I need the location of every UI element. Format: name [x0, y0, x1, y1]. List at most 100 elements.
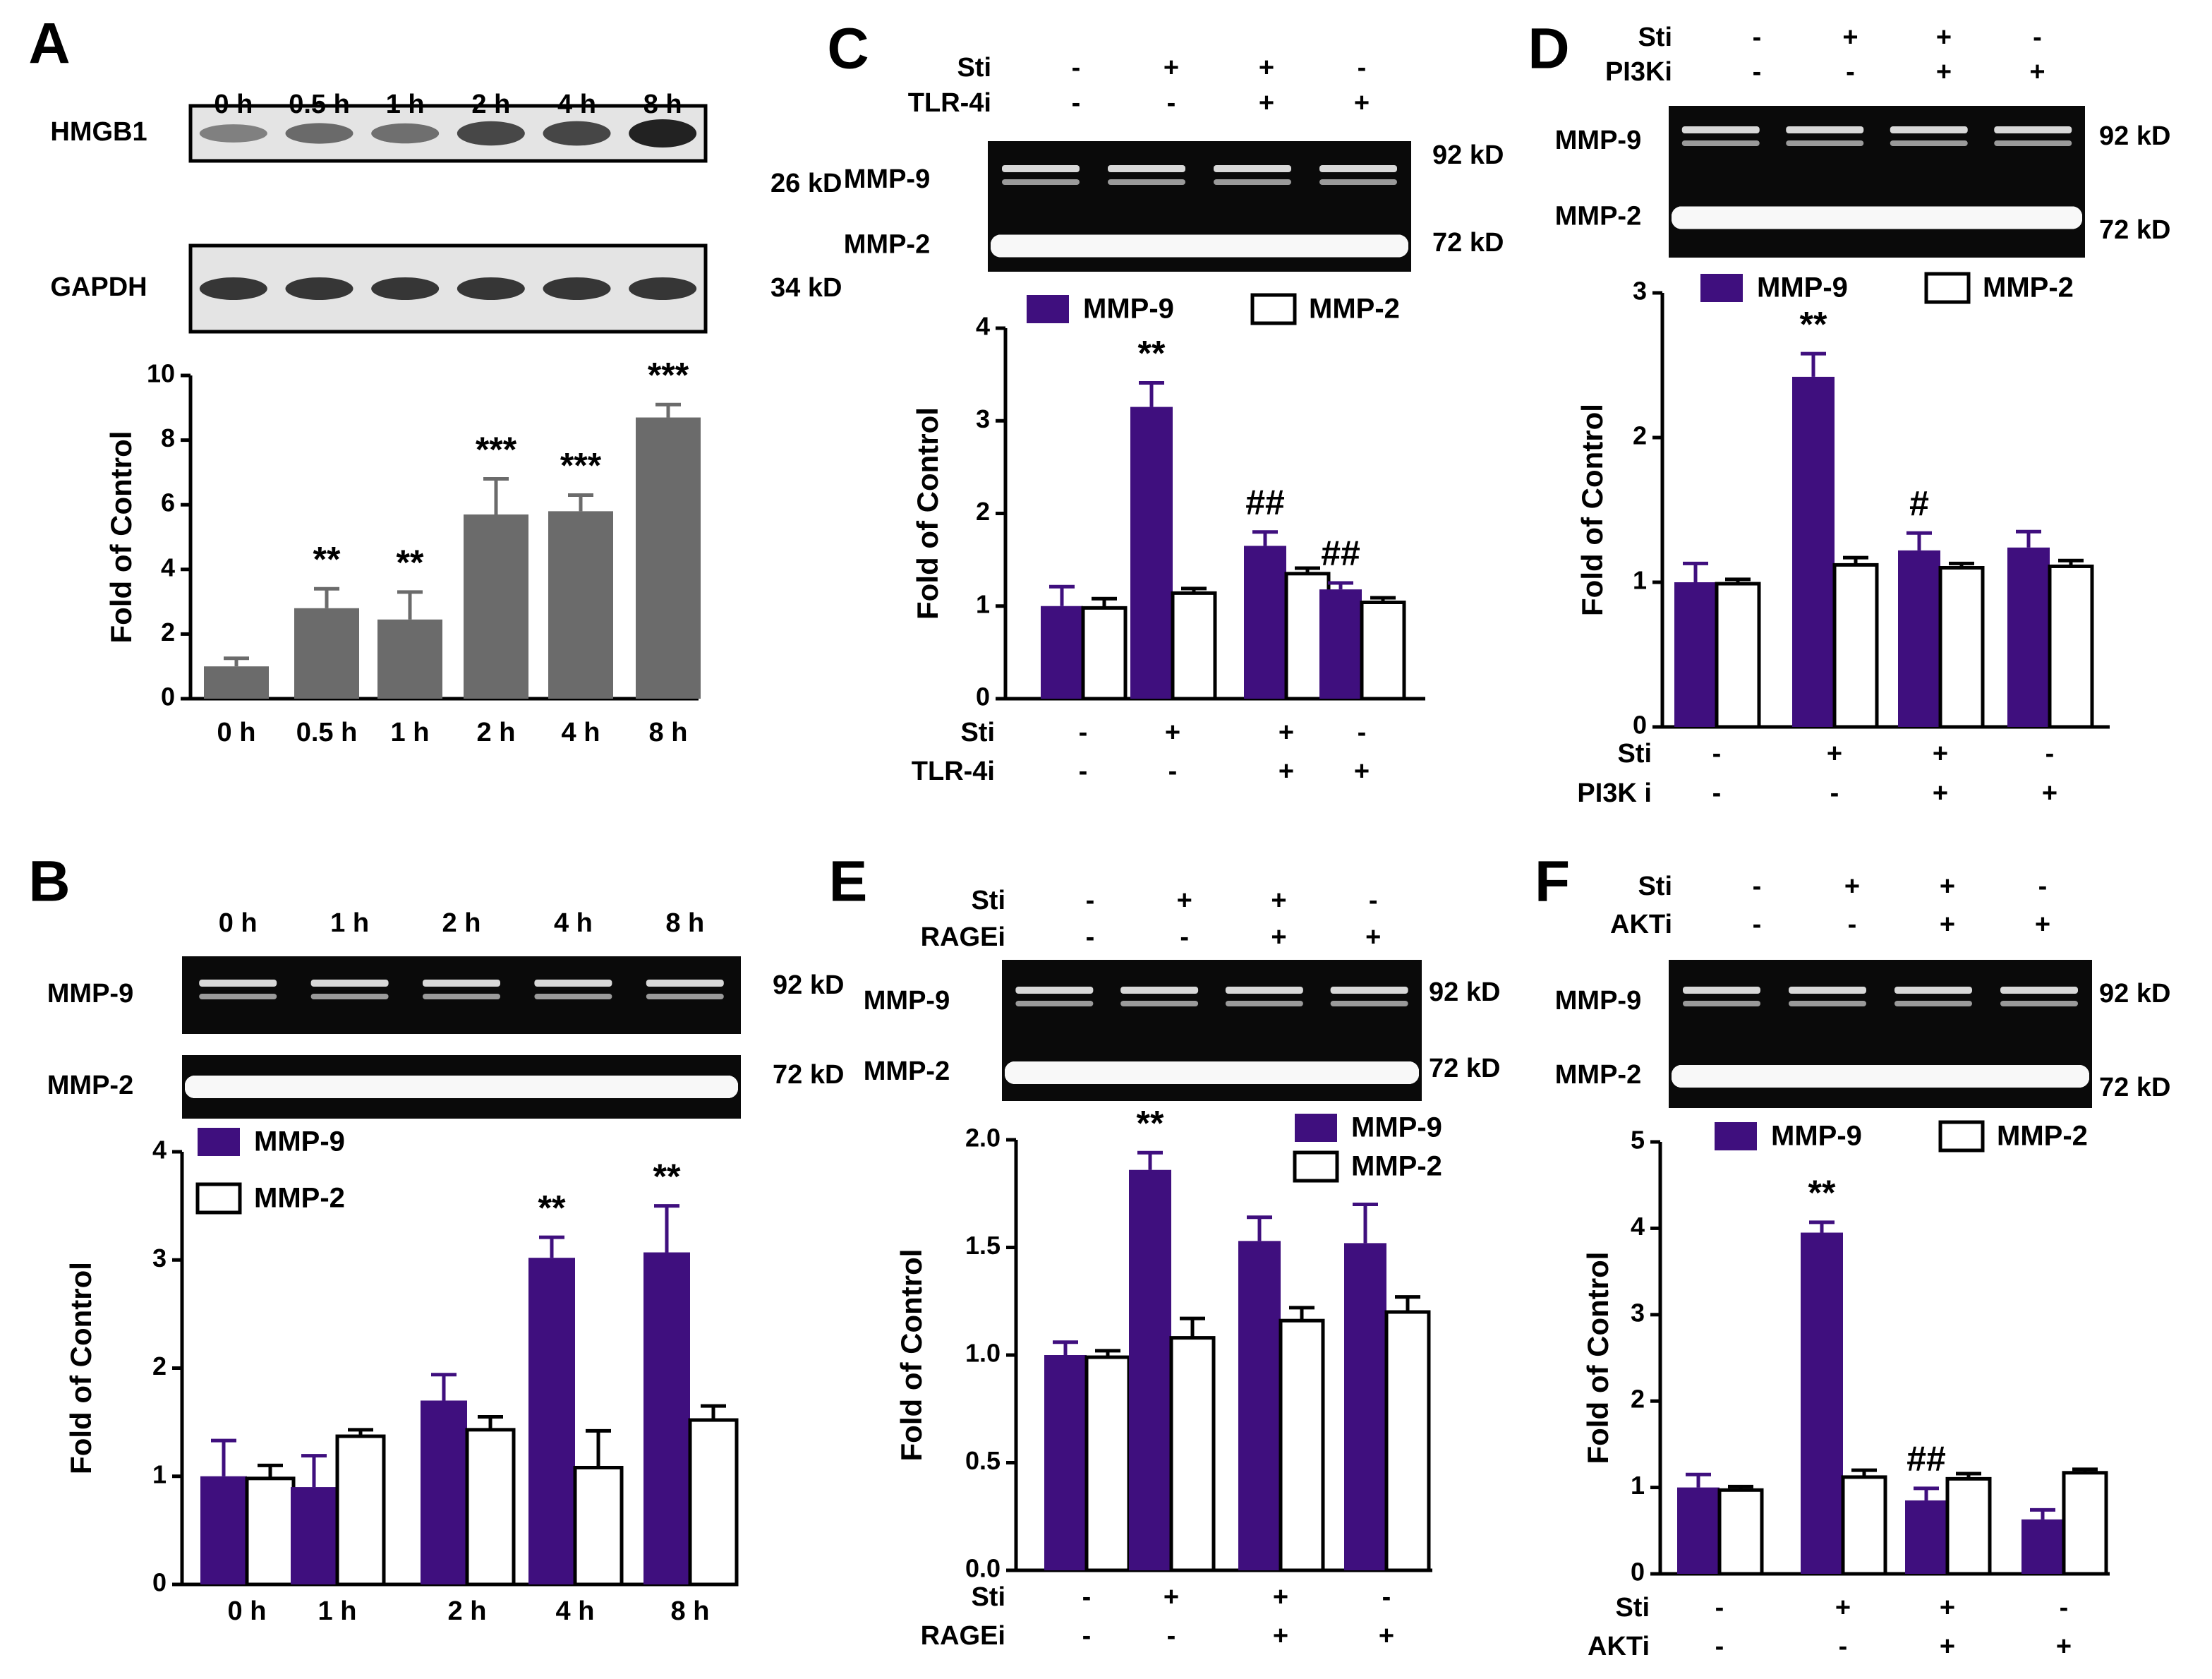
y-tick-label: 2	[976, 497, 990, 526]
y-axis-label: Fold of Control	[104, 431, 138, 644]
blot-band	[991, 234, 1408, 258]
panel-label: E	[829, 850, 868, 914]
y-axis-label: Fold of Control	[1576, 404, 1609, 616]
bar	[636, 417, 701, 699]
blot-row-background	[188, 104, 708, 163]
blot-size-label: 34 kD	[770, 273, 842, 303]
bar-mmp-2	[573, 1465, 624, 1587]
blot-band	[1319, 165, 1397, 172]
y-axis-label: Fold of Control	[1581, 1252, 1614, 1464]
blot-size-label: 92 kD	[2099, 121, 2170, 151]
blot-band	[646, 980, 724, 987]
y-tick-label: 0.5	[965, 1446, 1001, 1475]
blot-band	[1894, 1001, 1972, 1006]
significance-marker: **	[1808, 1173, 1836, 1212]
x-condition-mark: +	[1279, 757, 1294, 786]
blot-size-label: 26 kD	[770, 169, 842, 198]
blot-size-label: 92 kD	[1429, 977, 1500, 1007]
bar-mmp-9	[1129, 1169, 1171, 1570]
x-condition-mark: +	[1940, 1632, 1955, 1661]
blot-condition-mark: -	[1753, 57, 1762, 87]
x-condition-mark: +	[1165, 718, 1180, 747]
blot-band	[371, 277, 440, 300]
blot-condition-label: Sti	[971, 886, 1005, 915]
blot-condition-label: Sti	[1638, 872, 1672, 901]
blot-band	[1683, 1001, 1760, 1006]
x-condition-label: Sti	[960, 718, 995, 747]
x-tick-label: 4 h	[562, 718, 600, 747]
x-condition-mark: +	[2042, 778, 2057, 808]
x-condition-mark: +	[2056, 1632, 2072, 1661]
blot-band	[1225, 987, 1303, 994]
legend-label: MMP-9	[1351, 1112, 1442, 1143]
legend-swatch-mmp2	[1938, 1120, 1985, 1153]
bar-mmp-9	[1898, 550, 1940, 727]
blot-band	[1894, 987, 1972, 994]
y-tick-label: 4	[152, 1136, 167, 1165]
blot-condition-mark: -	[1086, 922, 1095, 952]
x-condition-mark: -	[1830, 778, 1839, 808]
blot-band	[199, 980, 277, 987]
bar-mmp-9	[291, 1487, 337, 1584]
blot-condition-label: Sti	[1638, 23, 1672, 52]
x-tick-label: 0 h	[228, 1596, 267, 1626]
blot-row-label: MMP-2	[864, 1057, 950, 1086]
x-condition-label: Sti	[1615, 1593, 1650, 1623]
blot-lane-label: 1 h	[386, 90, 425, 119]
blot-condition-mark: -	[2038, 872, 2048, 901]
blot-condition-label: TLR-4i	[908, 88, 991, 118]
blot-band	[1214, 165, 1291, 172]
blot-band	[543, 121, 611, 146]
blot-band	[534, 980, 612, 987]
blot-row-label: MMP-9	[1555, 126, 1641, 155]
x-condition-label: AKTi	[1588, 1632, 1650, 1661]
blot-condition-mark: -	[1753, 23, 1762, 52]
blot-band	[1789, 987, 1866, 994]
bar-mmp-9	[1130, 407, 1173, 699]
legend-swatch-mmp2	[1293, 1150, 1339, 1183]
bar-mmp-2	[1945, 1476, 1992, 1576]
blot-band	[185, 1076, 738, 1098]
blot-band	[1672, 206, 2082, 229]
legend-label: MMP-9	[1757, 272, 1848, 303]
y-tick-label: 0	[1631, 1558, 1645, 1587]
significance-marker: **	[1137, 1104, 1164, 1143]
legend-swatch-mmp9	[1027, 295, 1069, 323]
y-tick-label: 0.0	[965, 1554, 1001, 1583]
y-tick-label: 2.0	[965, 1124, 1001, 1153]
blot-condition-mark: -	[1369, 886, 1378, 915]
blot-lane-label: 1 h	[330, 908, 369, 938]
significance-marker: **	[313, 539, 341, 579]
legend-swatch-mmp2	[1250, 293, 1297, 325]
bar	[294, 608, 359, 699]
blot-lane-label: 4 h	[557, 90, 596, 119]
legend-swatch-mmp9	[198, 1128, 240, 1156]
panel-label: F	[1535, 850, 1570, 914]
blot-size-label: 72 kD	[773, 1060, 844, 1090]
y-tick-label: 2	[1633, 421, 1647, 450]
x-tick-label: 4 h	[556, 1596, 595, 1626]
blot-band	[1786, 140, 1864, 146]
y-tick-label: 0	[976, 682, 990, 711]
blot-band	[1683, 987, 1760, 994]
x-condition-mark: -	[1167, 1621, 1176, 1651]
y-tick-label: 10	[147, 359, 175, 388]
significance-marker: **	[397, 543, 424, 582]
blot-band	[1108, 165, 1185, 172]
blot-row-label: MMP-9	[47, 979, 133, 1009]
blot-band	[1015, 1001, 1094, 1006]
blot-band	[1225, 1001, 1303, 1006]
bar	[377, 619, 442, 699]
bar-mmp-2	[2062, 1471, 2108, 1576]
blot-band	[1120, 1001, 1199, 1006]
blot-condition-label: Sti	[957, 53, 991, 83]
significance-marker: **	[1138, 334, 1166, 373]
y-tick-label: 1	[976, 589, 990, 618]
x-condition-mark: -	[1082, 1582, 1092, 1612]
y-tick-label: 2	[152, 1352, 167, 1380]
blot-condition-mark: +	[1259, 88, 1274, 118]
x-tick-label: 0 h	[217, 718, 256, 747]
x-condition-mark: -	[1382, 1582, 1391, 1612]
y-axis-label: Fold of Control	[895, 1249, 928, 1462]
